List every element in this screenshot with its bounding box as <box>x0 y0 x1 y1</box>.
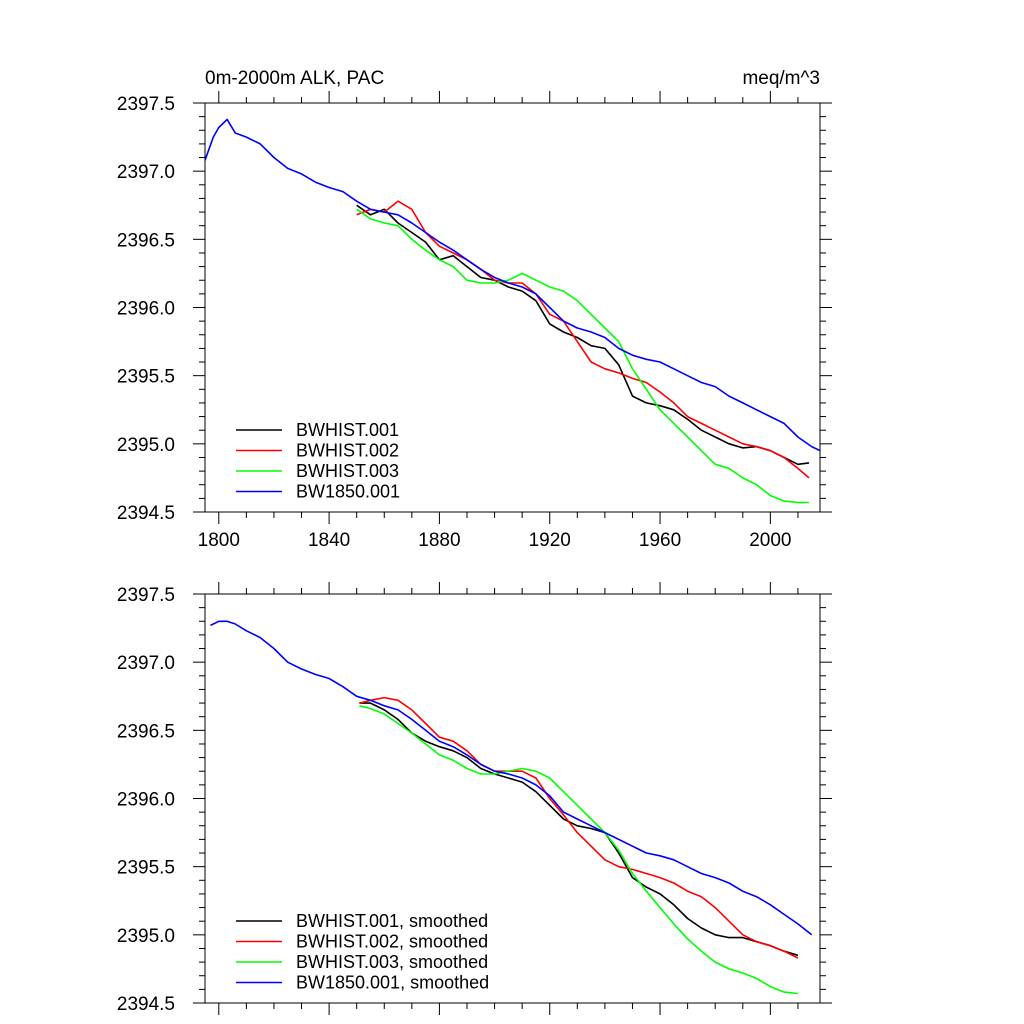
x-tick-label: 1880 <box>418 530 460 551</box>
y-tick-label: 2397.5 <box>117 94 175 115</box>
legend-label: BW1850.001 <box>296 482 400 502</box>
y-tick-label: 2395.0 <box>117 435 175 456</box>
y-tick-label: 2395.5 <box>117 858 175 879</box>
x-tick-label: 1800 <box>198 530 240 551</box>
legend-label: BWHIST.001 <box>296 420 399 440</box>
legend-label: BWHIST.003, smoothed <box>296 952 488 972</box>
x-tick-label: 2000 <box>749 530 791 551</box>
legend-label: BW1850.001, smoothed <box>296 973 489 993</box>
legend-label: BWHIST.001, smoothed <box>296 911 488 931</box>
legend-label: BWHIST.002, smoothed <box>296 932 488 952</box>
series-line <box>359 705 798 995</box>
panel-title-right: meq/m^3 <box>742 68 820 89</box>
x-tick-label: 1960 <box>639 530 681 551</box>
series-line <box>359 702 799 957</box>
series-line <box>359 696 799 959</box>
y-tick-label: 2394.5 <box>117 503 175 524</box>
chart-panel-raw: 1800 1840 1880 1920 1960 2000 2394.5 2395.0 2395… <box>117 91 832 551</box>
y-tick-label: 2395.0 <box>117 926 175 947</box>
series-line <box>356 200 810 479</box>
series-line <box>210 620 813 936</box>
y-tick-label: 2396.5 <box>117 230 175 251</box>
y-tick-label: 2395.5 <box>117 367 175 388</box>
y-tick-label: 2394.5 <box>117 994 175 1015</box>
panel-title-left: 0m-2000m ALK, PAC <box>205 68 384 89</box>
series-line <box>205 118 820 452</box>
y-tick-label: 2397.5 <box>117 585 175 606</box>
chart-panel-smoothed: 2394.5 2395.0 2395.5 2396.0 2396.5 2397.0 2397… <box>117 582 832 1015</box>
series-line <box>356 204 810 466</box>
series-line <box>356 208 809 504</box>
legend-label: BWHIST.002 <box>296 441 399 461</box>
x-tick-label: 1920 <box>529 530 571 551</box>
y-tick-label: 2396.5 <box>117 721 175 742</box>
y-tick-label: 2397.0 <box>117 653 175 674</box>
legend-label: BWHIST.003 <box>296 461 399 481</box>
y-tick-label: 2397.0 <box>117 162 175 183</box>
y-tick-label: 2396.0 <box>117 790 175 811</box>
x-tick-label: 1840 <box>308 530 350 551</box>
y-tick-label: 2396.0 <box>117 299 175 320</box>
